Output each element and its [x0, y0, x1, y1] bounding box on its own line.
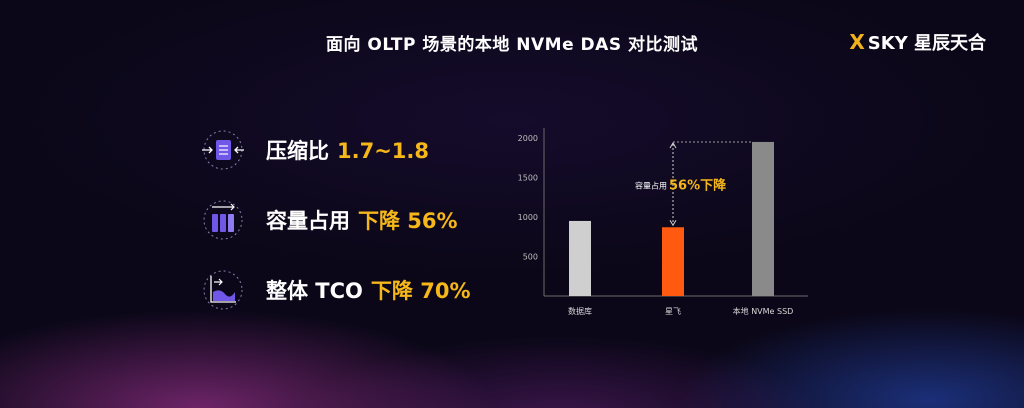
brand-logo: X SKY 星辰天合 — [849, 30, 986, 54]
feature-highlight: 下降 56% — [358, 209, 458, 233]
capacity-bars-icon — [203, 200, 243, 240]
feature-label: 容量占用 — [266, 209, 350, 233]
feature-compression: 压缩比 1.7~1.8 — [198, 128, 429, 172]
y-tick-label: 1500 — [518, 174, 538, 183]
page-title: 面向 OLTP 场景的本地 NVMe DAS 对比测试 — [326, 35, 698, 55]
x-tick-label: 本地 NVMe SSD — [733, 306, 794, 316]
annotation-prefix: 容量占用 — [635, 181, 667, 191]
bar — [569, 220, 591, 296]
feature-tco: 整体 TCO 下降 70% — [198, 268, 470, 312]
logo-text: SKY 星辰天合 — [867, 33, 986, 54]
tco-chart-icon — [203, 270, 243, 310]
feature-highlight: 下降 70% — [370, 279, 471, 303]
y-tick-label: 2000 — [518, 134, 538, 143]
annotation-value: 56%下降 — [669, 178, 727, 194]
x-tick-label: 星飞 — [665, 307, 681, 316]
compression-icon — [202, 130, 244, 170]
bar — [752, 141, 774, 296]
x-tick-label: 数据库 — [568, 306, 592, 316]
arrow-head-up — [669, 141, 677, 149]
feature-capacity: 容量占用 下降 56% — [198, 198, 458, 242]
capacity-bar-chart: 500 1000 1500 2000 数据库 星飞 本地 NVMe SSD 容量占用 56%… — [518, 128, 808, 316]
feature-highlight: 1.7~1.8 — [337, 139, 429, 163]
logo-mark: X — [849, 30, 865, 54]
arrow-head-down — [669, 220, 677, 227]
bar — [662, 227, 684, 296]
y-tick-label: 500 — [523, 253, 538, 262]
feature-label: 整体 TCO — [266, 279, 363, 303]
y-tick-label: 1000 — [518, 213, 538, 222]
feature-label: 压缩比 — [266, 139, 329, 163]
